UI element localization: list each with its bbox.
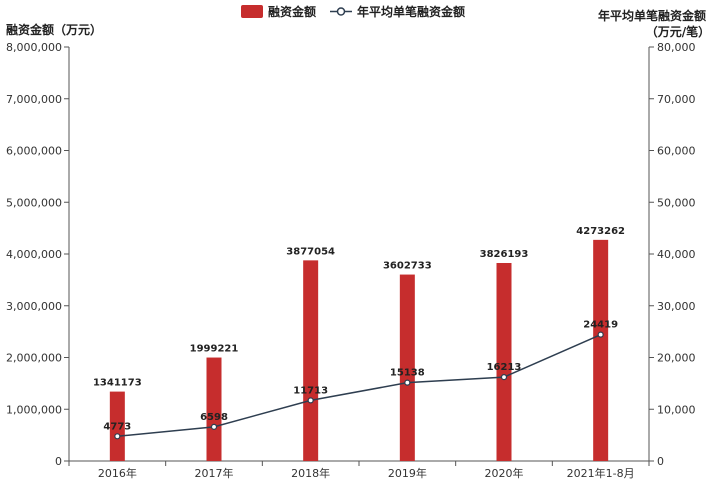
bar-value-label: 1999221 (190, 344, 239, 355)
bar (496, 262, 512, 461)
y-left-tick-label: 3,000,000 (6, 300, 62, 313)
line-point (404, 379, 411, 386)
line-value-label: 11713 (293, 385, 328, 396)
y-right-axis-title-line2: （万元/笔） (646, 24, 710, 39)
line-value-label: 24419 (583, 320, 618, 331)
legend-swatch-marker (336, 7, 346, 16)
bar (399, 274, 415, 461)
bar (206, 357, 222, 461)
series-line (117, 333, 601, 438)
line-point (210, 423, 218, 430)
y-right-tick-label: 80,000 (657, 41, 696, 54)
bar-value-label: 3826193 (480, 249, 529, 260)
x-tick-label: 2017年 (195, 466, 234, 480)
y-right-tick-label: 20,000 (657, 352, 696, 365)
y-right-ticks: 0 10,000 20,000 30,000 40,000 50,000 60,000 70,… (649, 41, 696, 468)
legend: 融资金额 年平均单笔融资金额 (241, 4, 465, 19)
line-point (597, 331, 604, 338)
y-right-tick-label: 70,000 (657, 93, 696, 106)
y-right-tick-label: 30,000 (657, 300, 696, 313)
legend-swatch-bar (241, 5, 263, 18)
bar (593, 239, 609, 461)
line-value-label: 16213 (487, 362, 522, 373)
y-right-axis-title-line1: 年平均单笔融资金额 (598, 8, 706, 23)
y-left-tick-label: 2,000,000 (6, 352, 62, 365)
line-series (114, 331, 604, 440)
line-point (307, 397, 314, 404)
x-tick-label: 2018年 (291, 466, 330, 480)
legend-label-line: 年平均单笔融资金额 (357, 4, 465, 19)
y-left-tick-label: 8,000,000 (6, 41, 62, 54)
bar (109, 391, 125, 461)
y-right-tick-label: 60,000 (657, 145, 696, 158)
x-tick-label: 2016年 (98, 466, 137, 480)
y-left-ticks: 0 1,000,000 2,000,000 3,000,000 4,000,000 5,0… (6, 41, 69, 468)
bar-value-label: 3877054 (286, 246, 335, 257)
y-right-tick-label: 0 (657, 455, 664, 468)
bar-value-label: 3602733 (383, 261, 432, 272)
line-value-label: 4773 (103, 421, 131, 432)
y-left-tick-label: 1,000,000 (6, 403, 62, 416)
bar-value-label: 4273262 (576, 226, 625, 237)
y-left-tick-label: 0 (55, 455, 62, 468)
line-value-label: 15138 (390, 368, 425, 379)
x-ticks: 2016年 2017年 2018年 2019年 2020年 2021年1-8月 (68, 461, 650, 480)
line-point (500, 373, 508, 381)
line-data-labels: 4773 6598 11713 15138 16213 24419 (103, 320, 618, 433)
y-right-tick-label: 40,000 (657, 248, 696, 261)
line-value-label: 6598 (200, 412, 228, 423)
legend-label-bar: 融资金额 (268, 4, 316, 19)
line-point (114, 433, 121, 440)
y-left-tick-label: 6,000,000 (6, 145, 62, 158)
y-right-tick-label: 50,000 (657, 196, 696, 209)
y-left-tick-label: 4,000,000 (6, 248, 62, 261)
bar-value-label: 1341173 (93, 378, 142, 389)
y-left-tick-label: 5,000,000 (6, 196, 62, 209)
y-right-tick-label: 10,000 (657, 403, 696, 416)
y-left-tick-label: 7,000,000 (6, 93, 62, 106)
bar (303, 260, 319, 461)
y-left-axis-title: 融资金额（万元） (6, 22, 102, 37)
x-tick-label: 2021年1-8月 (567, 466, 635, 480)
bar-series (109, 239, 609, 461)
x-tick-label: 2020年 (485, 466, 524, 480)
bar-data-labels: 1341173 1999221 3877054 3602733 3826193 42732… (93, 226, 625, 389)
x-tick-label: 2019年 (388, 466, 427, 480)
